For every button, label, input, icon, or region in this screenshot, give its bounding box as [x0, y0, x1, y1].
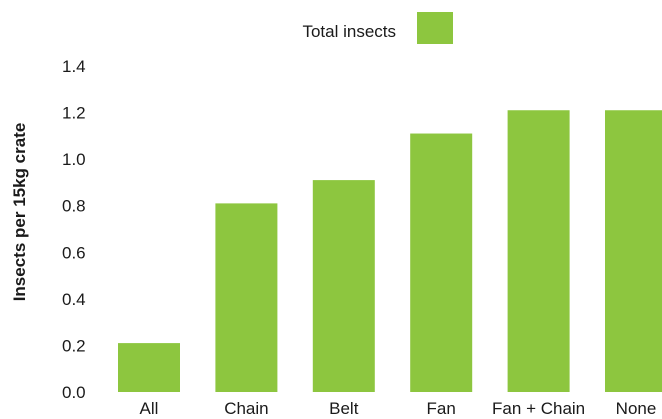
- y-tick-label: 0.6: [62, 243, 86, 262]
- y-tick-label: 0.8: [62, 197, 86, 216]
- y-tick-label: 0.0: [62, 383, 86, 402]
- x-tick-label: All: [140, 399, 159, 418]
- x-tick-label: Chain: [224, 399, 268, 418]
- y-axis-title: Insects per 15kg crate: [10, 123, 29, 302]
- y-tick-label: 1.2: [62, 104, 86, 123]
- bar: [215, 203, 278, 392]
- x-axis-ticks: All Chain Belt Fan Fan + Chain None: [140, 399, 657, 418]
- bar: [118, 343, 180, 392]
- y-tick-label: 1.4: [62, 57, 86, 76]
- bar: [507, 110, 570, 392]
- x-tick-label: Fan + Chain: [492, 399, 585, 418]
- y-tick-label: 0.2: [62, 336, 86, 355]
- x-tick-label: Belt: [329, 399, 359, 418]
- x-tick-label: None: [616, 399, 657, 418]
- y-axis-ticks: 0.0 0.2 0.4 0.6 0.8 1.0 1.2 1.4: [62, 57, 86, 402]
- legend-label: Total insects: [302, 22, 396, 41]
- y-tick-label: 1.0: [62, 150, 86, 169]
- legend-swatch: [417, 12, 453, 44]
- bar: [312, 180, 375, 392]
- x-tick-label: Fan: [427, 399, 456, 418]
- bar: [605, 110, 662, 392]
- bars: [118, 110, 662, 392]
- legend: Total insects: [302, 12, 453, 44]
- bar: [410, 133, 473, 392]
- y-tick-label: 0.4: [62, 290, 86, 309]
